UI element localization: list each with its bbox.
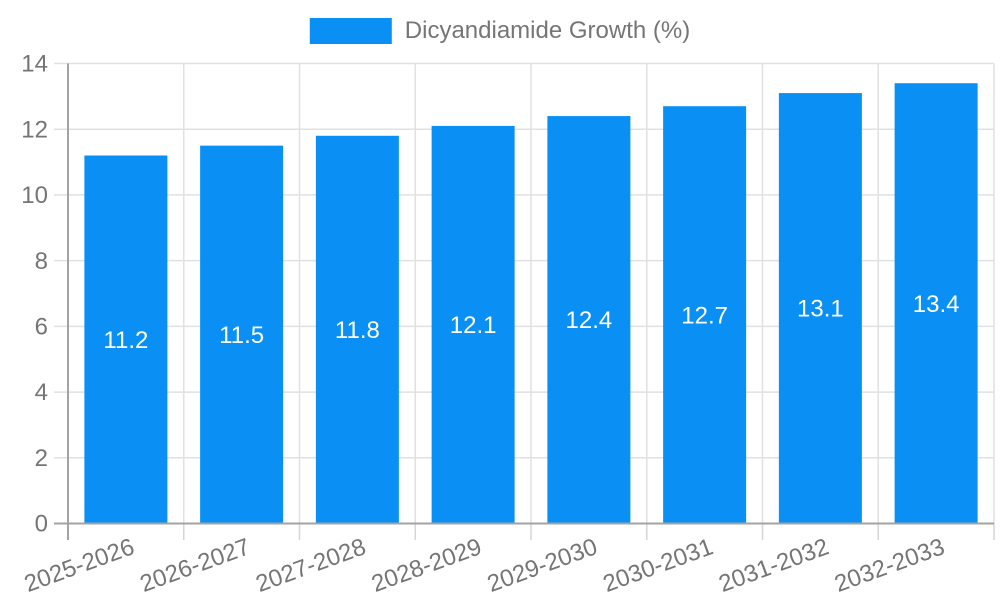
x-tick-label: 2028-2029 [368,533,485,598]
y-tick-label: 14 [21,51,48,78]
bar-value-label: 12.4 [566,307,613,334]
legend-label: Dicyandiamide Growth (%) [404,17,691,44]
y-tick-label: 4 [35,379,48,406]
legend-item[interactable]: Dicyandiamide Growth (%) [309,17,691,45]
x-tick-label: 2032-2033 [831,533,948,598]
bar[interactable] [84,155,168,524]
y-tick-label: 12 [21,116,48,143]
y-tick-label: 0 [35,511,48,538]
bar[interactable] [315,135,399,524]
bar[interactable] [547,116,631,524]
legend-swatch-icon [309,18,392,44]
y-tick-label: 10 [21,182,48,209]
x-tick-label: 2031-2032 [715,533,832,598]
x-tick-label: 2027-2028 [252,533,369,598]
x-tick-label: 2025-2026 [21,533,138,598]
bar-value-label: 12.7 [681,302,728,329]
bar-value-label: 11.8 [335,317,380,344]
bar[interactable] [200,145,284,524]
bar-value-label: 13.1 [797,296,844,323]
bar[interactable] [431,125,515,524]
x-tick-label: 2029-2030 [484,533,601,598]
x-tick-label: 2026-2027 [137,533,254,598]
bar[interactable] [894,83,978,524]
bar[interactable] [663,106,747,524]
bar-value-label: 11.2 [103,327,148,354]
y-tick-label: 6 [35,314,48,341]
y-tick-label: 2 [35,445,48,472]
x-tick-label: 2030-2031 [600,533,717,598]
y-tick-label: 8 [35,248,48,275]
bar-value-label: 12.1 [450,312,497,339]
bar-value-label: 13.4 [913,291,960,318]
bar-value-label: 11.5 [219,322,264,349]
bar[interactable] [778,93,862,524]
